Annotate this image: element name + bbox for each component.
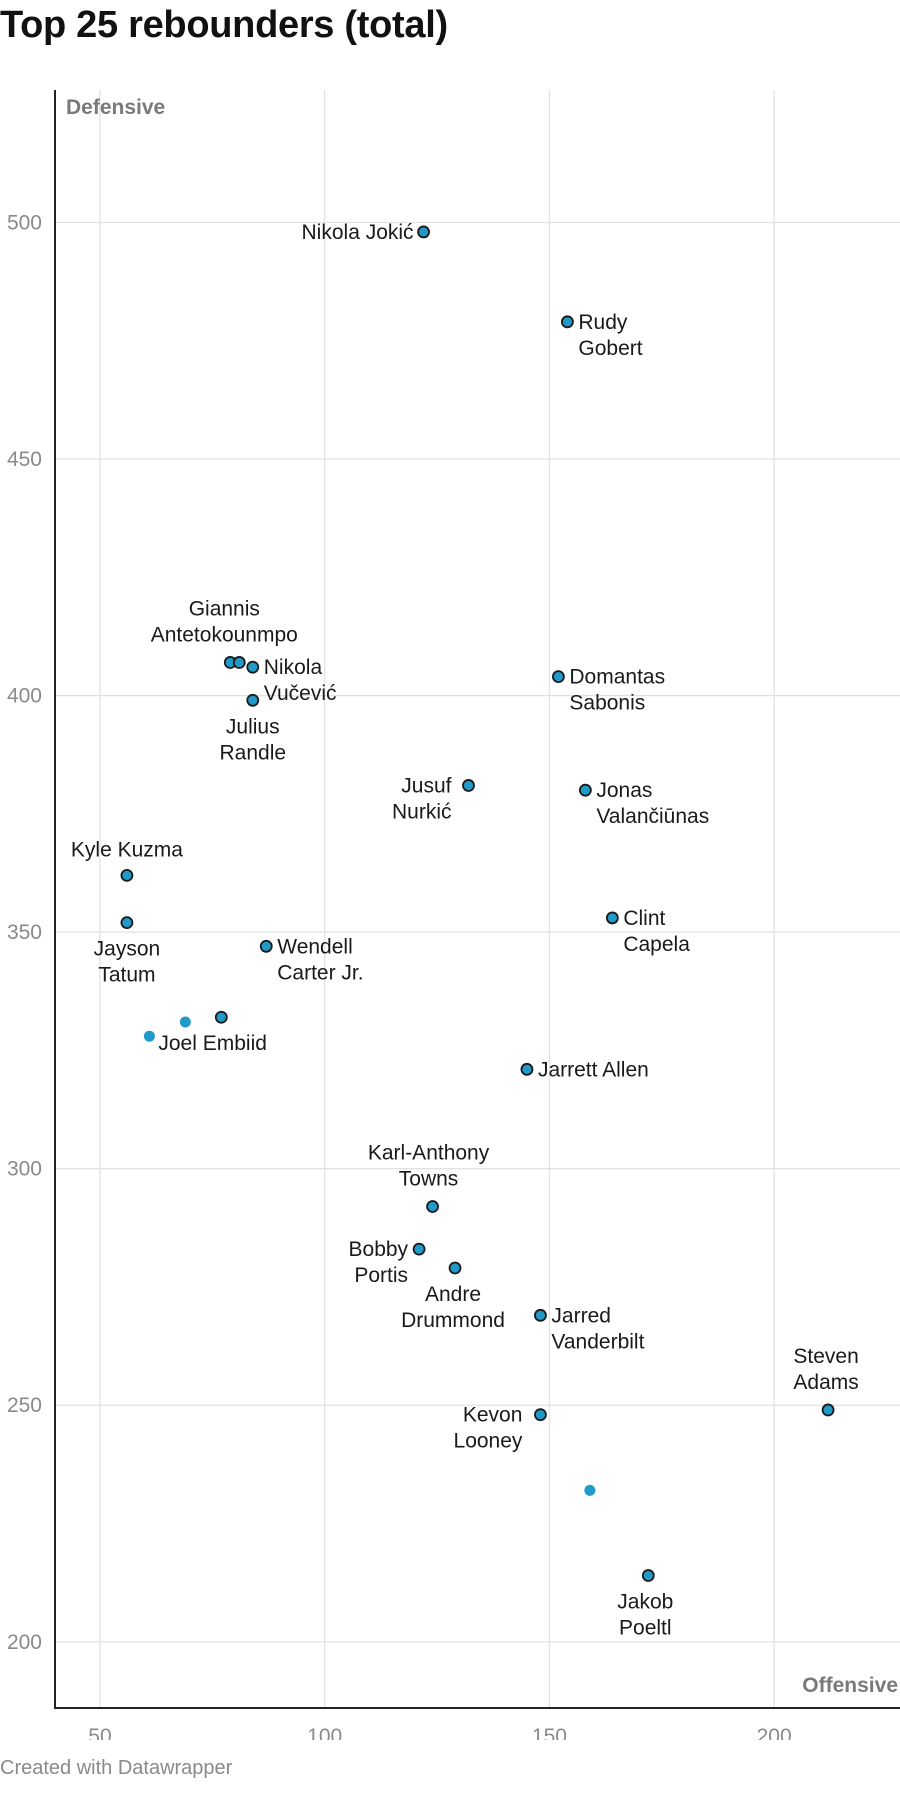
y-tick-label: 500	[7, 211, 42, 234]
y-tick-label: 300	[7, 1158, 42, 1181]
scatter-point	[179, 1016, 191, 1028]
axes	[54, 90, 900, 1709]
scatter-point	[552, 670, 565, 684]
point-label: Wendell Carter Jr.	[277, 935, 363, 984]
footer-credit: Created with Datawrapper	[0, 1757, 233, 1779]
scatter-point	[462, 779, 475, 792]
gridlines	[55, 90, 900, 1708]
point-label: Joel Embiid	[158, 1032, 267, 1055]
x-tick-label: 100	[307, 1725, 342, 1740]
point-label: Jusuf Nurkić	[392, 774, 452, 823]
point-label: Jakob Poeltl	[617, 1591, 673, 1640]
point-label: Rudy Gobert	[578, 311, 642, 360]
data-points	[120, 225, 835, 1582]
scatter-point	[426, 1200, 439, 1213]
scatter-point	[821, 1403, 835, 1417]
x-tick-label: 50	[88, 1725, 111, 1740]
y-axis-label: Defensive	[66, 96, 165, 119]
point-label: Steven Adams	[793, 1345, 858, 1394]
point-label: Giannis Antetokounmpo	[151, 597, 298, 646]
scatter-point	[534, 1308, 547, 1322]
point-label: Domantas Sabonis	[569, 666, 665, 715]
scatter-point	[448, 1261, 462, 1275]
point-label: Jarred Vanderbilt	[551, 1304, 644, 1353]
x-tick-label: 150	[532, 1725, 567, 1740]
scatter-point	[417, 225, 430, 239]
scatter-point	[578, 783, 592, 797]
point-label: Jarrett Allen	[538, 1058, 649, 1081]
point-label: Kyle Kuzma	[71, 838, 183, 861]
chart-title: Top 25 rebounders (total)	[0, 4, 448, 46]
scatter-point	[412, 1242, 426, 1256]
point-label: Nikola Vučević	[264, 656, 337, 705]
point-labels: Nikola Jokić Rudy Gobert Giannis Antetokounm…	[71, 221, 859, 1640]
y-tick-label: 350	[7, 921, 42, 944]
point-label: Jonas Valančiūnas	[596, 779, 709, 828]
scatter-point	[143, 1030, 155, 1042]
point-label: Andre Drummond	[401, 1283, 505, 1332]
point-label: Jayson Tatum	[94, 938, 161, 987]
scatter-point	[584, 1484, 596, 1496]
x-axis-label: Offensive	[802, 1674, 898, 1697]
scatter-point	[214, 1010, 228, 1024]
point-label: Bobby Portis	[349, 1238, 409, 1287]
tick-labels: 200 250 300 350 400 450 500 50 100 150 200	[7, 211, 792, 1740]
scatter-point	[246, 660, 260, 674]
scatter-point	[534, 1408, 547, 1422]
scatter-point	[520, 1062, 534, 1076]
scatter-point	[605, 911, 619, 925]
scatter-chart: 200 250 300 350 400 450 500 50 100 150 200 Defensi…	[7, 90, 900, 1740]
scatter-point	[232, 656, 246, 669]
y-tick-label: 250	[7, 1394, 42, 1417]
point-label: Nikola Jokić	[302, 221, 414, 244]
point-label: Clint Capela	[623, 907, 690, 956]
y-tick-label: 200	[7, 1631, 42, 1654]
point-label: Julius Randle	[219, 715, 286, 764]
point-label: Kevon Looney	[454, 1404, 523, 1453]
point-label: Karl-Anthony Towns	[368, 1142, 490, 1191]
y-tick-label: 450	[7, 448, 42, 471]
y-tick-label: 400	[7, 685, 42, 708]
scatter-point	[259, 939, 273, 953]
x-tick-label: 200	[757, 1725, 792, 1740]
scatter-point	[120, 916, 134, 930]
scatter-point	[246, 693, 260, 707]
scatter-point	[641, 1569, 655, 1582]
scatter-point	[120, 868, 134, 882]
scatter-point	[560, 315, 574, 329]
